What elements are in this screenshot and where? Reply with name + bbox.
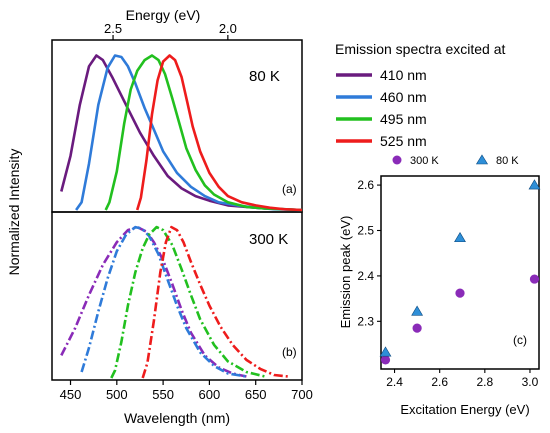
legend-label: 460 nm bbox=[380, 89, 427, 105]
series-line-525nm bbox=[135, 54, 303, 212]
y-axis-label: Normalized Intensity bbox=[6, 149, 22, 276]
temperature-label-300k: 300 K bbox=[249, 231, 288, 248]
panel-label-a: (a) bbox=[282, 182, 297, 196]
scatter-x-tick-label: 2.6 bbox=[431, 375, 448, 389]
point-80k bbox=[528, 179, 541, 190]
legend-item-495: 495 nm bbox=[336, 111, 427, 127]
x-tick-label: 650 bbox=[245, 387, 267, 402]
panel-b-frame bbox=[51, 211, 303, 381]
point-300k bbox=[380, 355, 391, 365]
x-axis-label: Wavelength (nm) bbox=[124, 410, 230, 426]
scatter-x-tick-label: 2.8 bbox=[476, 375, 493, 389]
point-80k bbox=[411, 305, 424, 316]
emission-peak-plot: 300 K 80 K 2.4 2.6 2.8 3.02.32.42.52.6 (c) … bbox=[338, 154, 541, 417]
legend-label-300k: 300 K bbox=[410, 155, 439, 167]
legend-label: 410 nm bbox=[380, 67, 427, 83]
series-line-495nm bbox=[104, 54, 303, 212]
top-tick-label: 2.0 bbox=[219, 21, 237, 36]
scatter-x-axis-label: Excitation Energy (eV) bbox=[400, 402, 529, 417]
scatter-frame bbox=[380, 175, 540, 370]
series-line-525nm bbox=[141, 225, 289, 379]
legend-label-80k: 80 K bbox=[496, 155, 519, 167]
scatter-y-tick-label: 2.3 bbox=[357, 314, 374, 328]
x-tick-label: 500 bbox=[106, 387, 128, 402]
x-tick-label: 450 bbox=[60, 387, 82, 402]
scatter-x-tick-label: 3.0 bbox=[522, 375, 539, 389]
point-300k bbox=[455, 288, 465, 298]
panel-label-c: (c) bbox=[513, 333, 527, 347]
main-axis-ticks: 450 500 550 600 650 700 2.5 2.0 bbox=[60, 21, 313, 402]
scatter-y-tick-label: 2.6 bbox=[357, 178, 374, 192]
legend-marker-300k bbox=[392, 155, 402, 165]
series-line-460nm bbox=[80, 225, 247, 378]
legend-label: 525 nm bbox=[380, 133, 427, 149]
series-line-410nm bbox=[60, 225, 247, 378]
point-300k bbox=[412, 323, 422, 333]
x-tick-label: 600 bbox=[199, 387, 221, 402]
x-tick-label: 550 bbox=[152, 387, 174, 402]
scatter-y-tick-label: 2.4 bbox=[357, 269, 374, 283]
panel-a-series bbox=[60, 54, 303, 212]
scatter-legend: 300 K 80 K bbox=[392, 154, 519, 167]
scatter-axis-ticks: 2.4 2.6 2.8 3.0 2.3 2.4 2.5 2.6 bbox=[357, 178, 538, 389]
x-tick-label: 700 bbox=[291, 387, 313, 402]
scatter-x-tick-label: 2.4 bbox=[386, 375, 403, 389]
scatter-y-axis-label: Emission peak (eV) bbox=[338, 216, 353, 329]
scatter-points bbox=[379, 179, 541, 365]
legend-item-525: 525 nm bbox=[336, 133, 427, 149]
legend-item-460: 460 nm bbox=[336, 89, 427, 105]
top-axis-label: Energy (eV) bbox=[126, 7, 201, 23]
legend-item-410: 410 nm bbox=[336, 67, 427, 83]
legend-marker-80k bbox=[475, 154, 489, 165]
point-300k bbox=[529, 274, 540, 284]
legend: Emission spectra excited at 410 nm 460 n… bbox=[335, 41, 506, 149]
top-tick-label: 2.5 bbox=[104, 21, 122, 36]
point-80k bbox=[379, 346, 392, 357]
legend-title: Emission spectra excited at bbox=[335, 41, 506, 57]
spectra-plot: 450 500 550 600 650 700 2.5 2.0 Energy (eV) Wav… bbox=[6, 7, 313, 426]
panel-b-series bbox=[60, 225, 289, 379]
temperature-label-80k: 80 K bbox=[249, 68, 280, 85]
scatter-y-tick-label: 2.5 bbox=[357, 223, 374, 237]
series-line-495nm bbox=[110, 225, 266, 379]
legend-label: 495 nm bbox=[380, 111, 427, 127]
panel-label-b: (b) bbox=[282, 345, 297, 359]
point-80k bbox=[454, 231, 466, 243]
